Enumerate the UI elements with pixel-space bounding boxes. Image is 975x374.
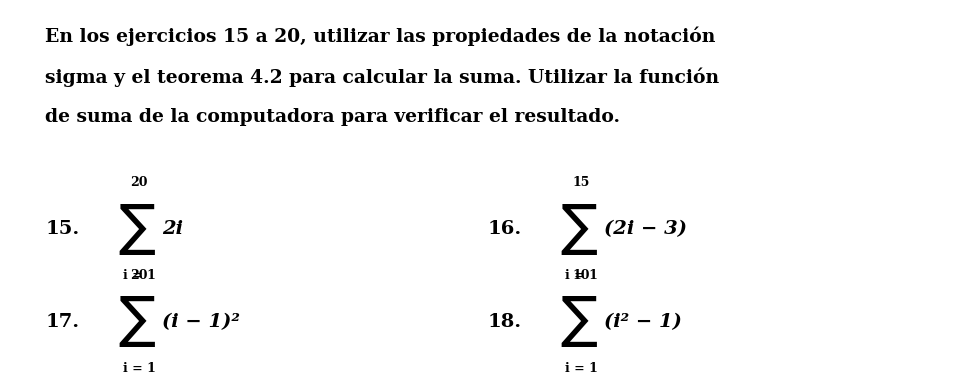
Text: (i − 1)²: (i − 1)² [162,313,240,331]
Text: 15: 15 [572,177,590,190]
Text: i = 1: i = 1 [123,362,156,374]
Text: 16.: 16. [488,220,522,238]
Text: $\sum$: $\sum$ [118,202,156,257]
Text: 10: 10 [572,269,590,282]
Text: $\sum$: $\sum$ [561,202,599,257]
Text: i = 1: i = 1 [566,269,598,282]
Text: 20: 20 [130,269,147,282]
Text: (2i − 3): (2i − 3) [604,220,687,238]
Text: 20: 20 [130,177,147,190]
Text: $\sum$: $\sum$ [118,294,156,349]
Text: i = 1: i = 1 [566,362,598,374]
Text: En los ejercicios 15 a 20, utilizar las propiedades de la notación: En los ejercicios 15 a 20, utilizar las … [45,26,716,46]
Text: 2i: 2i [162,220,182,238]
Text: (i² − 1): (i² − 1) [604,313,682,331]
Text: sigma y el teorema 4.2 para calcular la suma. Utilizar la función: sigma y el teorema 4.2 para calcular la … [45,67,720,87]
Text: $\sum$: $\sum$ [561,294,599,349]
Text: 17.: 17. [45,313,79,331]
Text: 18.: 18. [488,313,522,331]
Text: de suma de la computadora para verificar el resultado.: de suma de la computadora para verificar… [45,108,620,126]
Text: 15.: 15. [45,220,79,238]
Text: i = 1: i = 1 [123,269,156,282]
